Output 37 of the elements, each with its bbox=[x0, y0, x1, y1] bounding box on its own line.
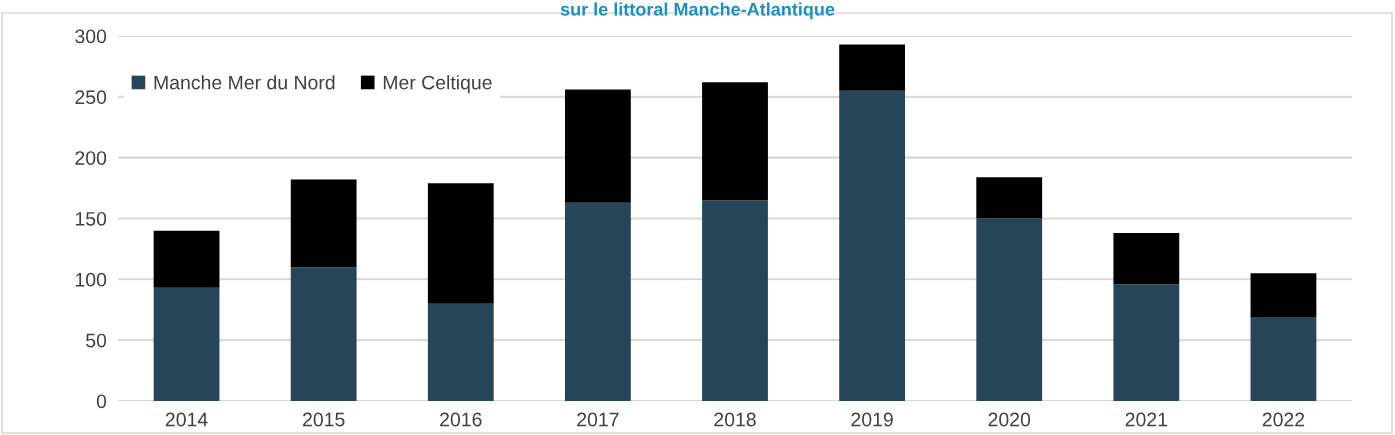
chart-title: sur le littoral Manche-Atlantique bbox=[560, 2, 835, 20]
bar bbox=[564, 202, 631, 401]
bar bbox=[839, 44, 906, 91]
bar bbox=[1250, 273, 1317, 318]
bar bbox=[702, 82, 768, 201]
y-tick-label: 0 bbox=[96, 394, 107, 409]
bar bbox=[153, 230, 220, 288]
x-tick-label: 2021 bbox=[1125, 412, 1168, 427]
x-tick-label: 2016 bbox=[440, 412, 482, 427]
x-tick-label: 2014 bbox=[165, 412, 208, 427]
bar bbox=[702, 200, 768, 401]
legend-label: Manche Mer du Nord bbox=[154, 75, 335, 90]
legend-label: Mer Celtique bbox=[383, 75, 492, 94]
bar bbox=[839, 90, 906, 401]
y-tick-label: 100 bbox=[75, 272, 107, 287]
bar bbox=[1113, 233, 1180, 285]
bar bbox=[290, 179, 357, 268]
y-tick-label: 150 bbox=[75, 211, 107, 226]
y-tick-label: 300 bbox=[75, 29, 107, 44]
x-tick-label: 2018 bbox=[714, 412, 756, 427]
bar bbox=[427, 303, 494, 401]
bar bbox=[290, 267, 357, 401]
x-tick-label: 2020 bbox=[988, 412, 1031, 427]
bar bbox=[1113, 284, 1180, 401]
bar bbox=[1250, 317, 1317, 401]
bar bbox=[153, 287, 220, 401]
y-tick-label: 50 bbox=[86, 333, 107, 348]
bar bbox=[976, 177, 1043, 219]
bar bbox=[564, 89, 631, 203]
x-tick-label: 2015 bbox=[303, 412, 345, 427]
y-tick-label: 250 bbox=[75, 90, 107, 105]
bar bbox=[976, 218, 1043, 401]
x-tick-label: 2019 bbox=[851, 412, 893, 427]
bar bbox=[427, 183, 494, 304]
y-tick-label: 200 bbox=[75, 151, 107, 165]
x-tick-label: 2022 bbox=[1262, 412, 1305, 427]
x-tick-label: 2017 bbox=[577, 412, 619, 427]
